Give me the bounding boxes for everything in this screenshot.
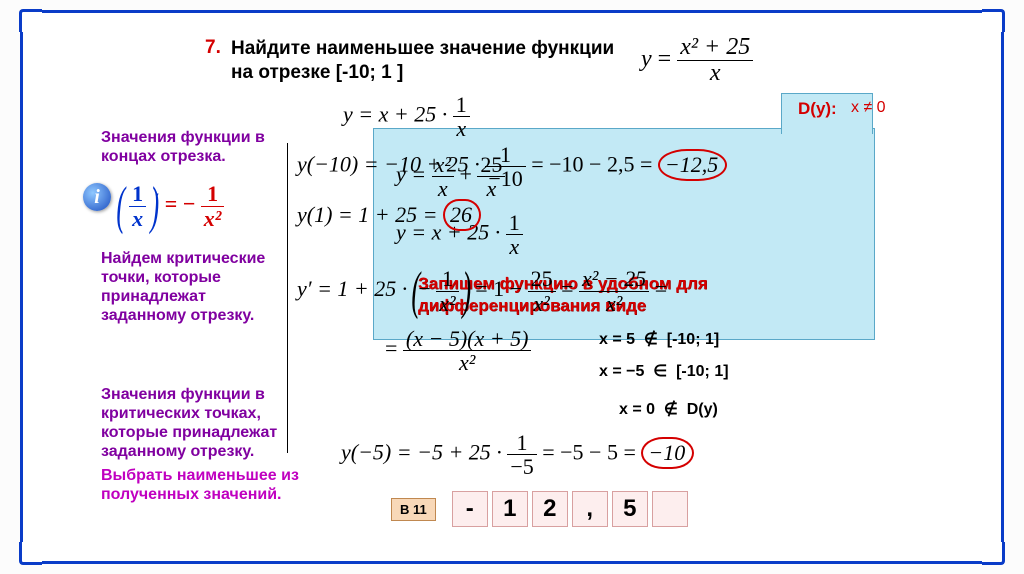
answer-cell: 2: [532, 491, 568, 527]
rewrite-step1: y = x + 25 · 1x: [343, 93, 470, 140]
answer-circled: −10: [641, 437, 694, 469]
info-icon: i: [83, 183, 111, 211]
crit-text-2: точки, которые: [101, 268, 221, 289]
slide-content: 7. Найдите наименьшее значение функции н…: [23, 13, 1001, 561]
calc-y-minus10: y(−10) = −10 + 25 · 1−10 = −10 − 2,5 = −…: [297, 143, 727, 190]
calc-derivative: y′ = 1 + 25 · (− 1x² ) = 1 − 25x² = x² −…: [297, 261, 667, 321]
critvals-text-1: Значения функции в: [101, 385, 265, 406]
critvals-text-3: которые принадлежат: [101, 423, 277, 444]
crit-text-3: принадлежат: [101, 287, 206, 308]
critvals-text-2: критических точках,: [101, 404, 261, 425]
calc-factored: = (x − 5)(x + 5)x²: [385, 327, 531, 374]
answer-circled: 26: [443, 199, 481, 231]
choose-text-2: полученных значений.: [101, 485, 282, 506]
crit-text-1: Найдем критические: [101, 249, 265, 270]
problem-text-1: Найдите наименьшее значение функции: [231, 37, 614, 62]
answer-label: В 11: [391, 498, 436, 521]
answer-cell: ,: [572, 491, 608, 527]
problem-text-2: на отрезке [-10; 1 ]: [231, 61, 403, 86]
answer-row: В 11 - 1 2 , 5: [391, 491, 688, 527]
domain-condition: x ≠ 0: [851, 99, 886, 117]
calc-y-minus5: y(−5) = −5 + 25 · 1−5 = −5 − 5 = −10: [341, 431, 694, 478]
root-1: x = 5 ∉ [-10; 1]: [599, 329, 719, 349]
crit-text-4: заданному отрезку.: [101, 306, 254, 327]
answer-circled: −12,5: [658, 149, 727, 181]
derivative-formula: ( 1x )′ = − 1x²: [118, 176, 224, 236]
answer-cell: 5: [612, 491, 648, 527]
vertical-divider: [287, 143, 288, 453]
domain-label: D(y):: [798, 99, 837, 119]
slide-frame: 7. Найдите наименьшее значение функции н…: [20, 10, 1004, 564]
function-definition: y = x² + 25x: [641, 35, 753, 86]
answer-cell: -: [452, 491, 488, 527]
choose-text-1: Выбрать наименьшее из: [101, 466, 299, 487]
problem-number: 7.: [205, 37, 221, 59]
calc-y-1: y(1) = 1 + 25 = 26: [297, 199, 481, 231]
answer-cell: 1: [492, 491, 528, 527]
root-2: x = −5 ∈ [-10; 1]: [599, 361, 729, 381]
endpoints-title-1: Значения функции в: [101, 128, 265, 149]
critvals-text-4: заданному отрезку.: [101, 442, 254, 463]
root-3: x = 0 ∉ D(y): [619, 399, 718, 419]
answer-cell: [652, 491, 688, 527]
endpoints-title-2: концах отрезка.: [101, 147, 226, 168]
